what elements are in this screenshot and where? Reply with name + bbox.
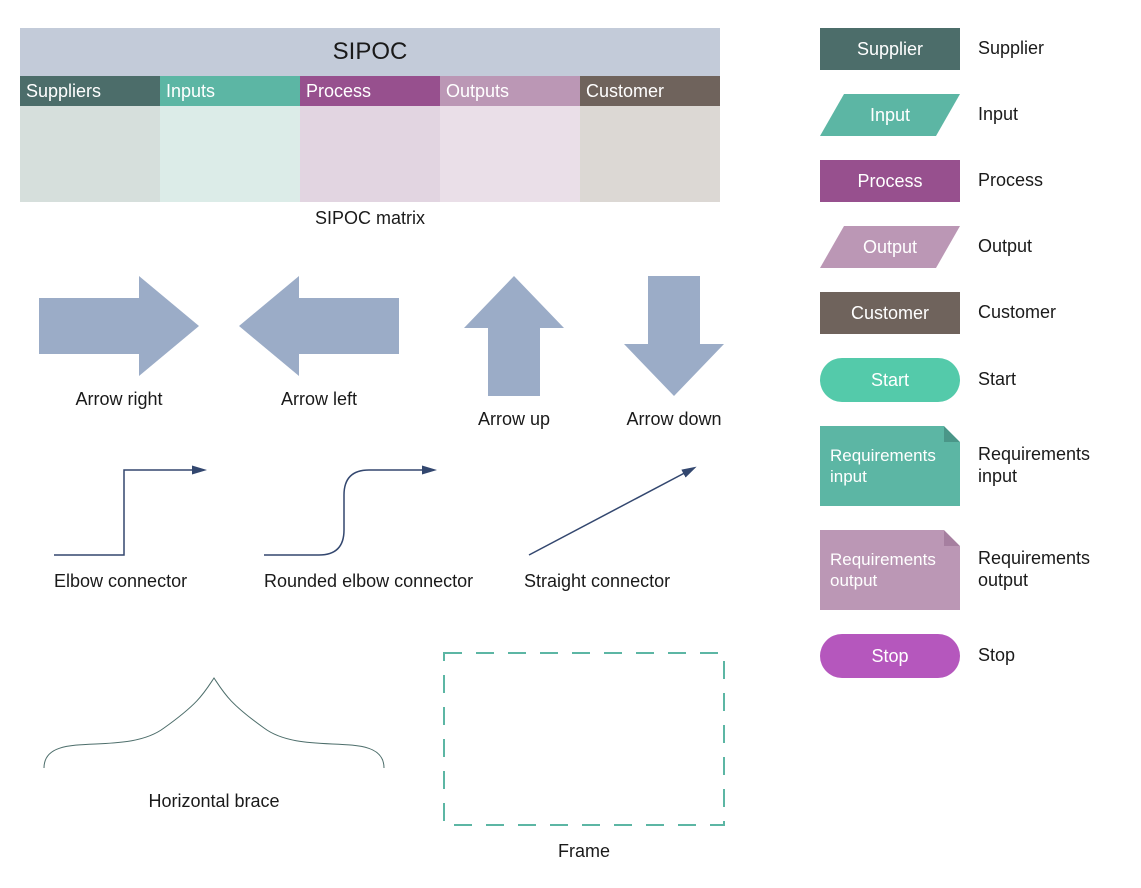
sipoc-caption: SIPOC matrix (20, 208, 720, 229)
sipoc-col-body (20, 106, 160, 202)
req-output-shape-text: Requirements output (830, 549, 950, 592)
sipoc-col-header: Outputs (440, 76, 580, 106)
frame-item: Frame (434, 648, 734, 862)
legend-input-label: Input (978, 104, 1018, 126)
svg-text:Output: Output (863, 237, 917, 257)
legend-req-output: Requirements output Requirements output (820, 530, 1130, 610)
sipoc-col-header: Process (300, 76, 440, 106)
legend-area: Supplier Supplier Input Input Process Pr… (820, 28, 1130, 702)
req-input-shape-text: Requirements input (830, 445, 950, 488)
start-shape: Start (820, 358, 960, 402)
legend-req-output-label: Requirements output (978, 548, 1130, 591)
frame-icon (439, 648, 729, 828)
straight-connector-label: Straight connector (524, 571, 724, 592)
sipoc-col-body (300, 106, 440, 202)
rounded-elbow-connector-label: Rounded elbow connector (264, 571, 494, 592)
sipoc-matrix: SIPOC Suppliers Inputs Process Outputs C… (20, 28, 780, 229)
legend-supplier-label: Supplier (978, 38, 1044, 60)
sipoc-body-row (20, 106, 720, 202)
arrow-down-label: Arrow down (614, 409, 734, 430)
svg-text:Input: Input (870, 105, 910, 125)
legend-req-input: Requirements input Requirements input (820, 426, 1130, 506)
straight-connector-icon (524, 460, 704, 560)
legend-start-label: Start (978, 369, 1016, 391)
process-shape: Process (820, 160, 960, 202)
arrow-right-label: Arrow right (34, 389, 204, 410)
legend-supplier: Supplier Supplier (820, 28, 1130, 70)
elbow-connector-icon (54, 460, 214, 560)
output-shape: Output (820, 226, 960, 268)
horizontal-brace-icon (34, 648, 394, 778)
stop-shape: Stop (820, 634, 960, 678)
arrow-up-label: Arrow up (454, 409, 574, 430)
elbow-connector-label: Elbow connector (54, 571, 234, 592)
horizontal-brace-label: Horizontal brace (34, 791, 394, 812)
legend-stop: Stop Stop (820, 634, 1130, 678)
legend-stop-label: Stop (978, 645, 1015, 667)
horizontal-brace-item: Horizontal brace (34, 648, 394, 812)
sipoc-col-header: Inputs (160, 76, 300, 106)
arrow-left-item: Arrow left (234, 276, 404, 410)
legend-output: Output Output (820, 226, 1130, 268)
sipoc-col-header: Customer (580, 76, 720, 106)
rounded-elbow-connector-item: Rounded elbow connector (264, 460, 494, 592)
arrow-down-item: Arrow down (614, 276, 734, 430)
arrow-right-icon (39, 276, 199, 376)
input-shape: Input (820, 94, 960, 136)
main-area: SIPOC Suppliers Inputs Process Outputs C… (20, 28, 780, 229)
legend-customer: Customer Customer (820, 292, 1130, 334)
elbow-connector-item: Elbow connector (54, 460, 234, 592)
req-output-shape: Requirements output (820, 530, 960, 610)
arrow-right-item: Arrow right (34, 276, 204, 410)
sipoc-header-row: Suppliers Inputs Process Outputs Custome… (20, 76, 720, 106)
supplier-shape: Supplier (820, 28, 960, 70)
arrow-left-icon (239, 276, 399, 376)
legend-process: Process Process (820, 160, 1130, 202)
sipoc-col-body (160, 106, 300, 202)
legend-customer-label: Customer (978, 302, 1056, 324)
req-input-shape: Requirements input (820, 426, 960, 506)
arrow-down-icon (624, 276, 724, 396)
sipoc-title: SIPOC (20, 28, 720, 76)
sipoc-col-body (440, 106, 580, 202)
arrow-up-icon (464, 276, 564, 396)
arrow-up-item: Arrow up (454, 276, 574, 430)
legend-start: Start Start (820, 358, 1130, 402)
customer-shape: Customer (820, 292, 960, 334)
legend-input: Input Input (820, 94, 1130, 136)
legend-req-input-label: Requirements input (978, 444, 1130, 487)
sipoc-col-header: Suppliers (20, 76, 160, 106)
arrow-left-label: Arrow left (234, 389, 404, 410)
frame-label: Frame (434, 841, 734, 862)
legend-process-label: Process (978, 170, 1043, 192)
straight-connector-item: Straight connector (524, 460, 724, 592)
sipoc-col-body (580, 106, 720, 202)
rounded-elbow-connector-icon (264, 460, 444, 560)
legend-output-label: Output (978, 236, 1032, 258)
